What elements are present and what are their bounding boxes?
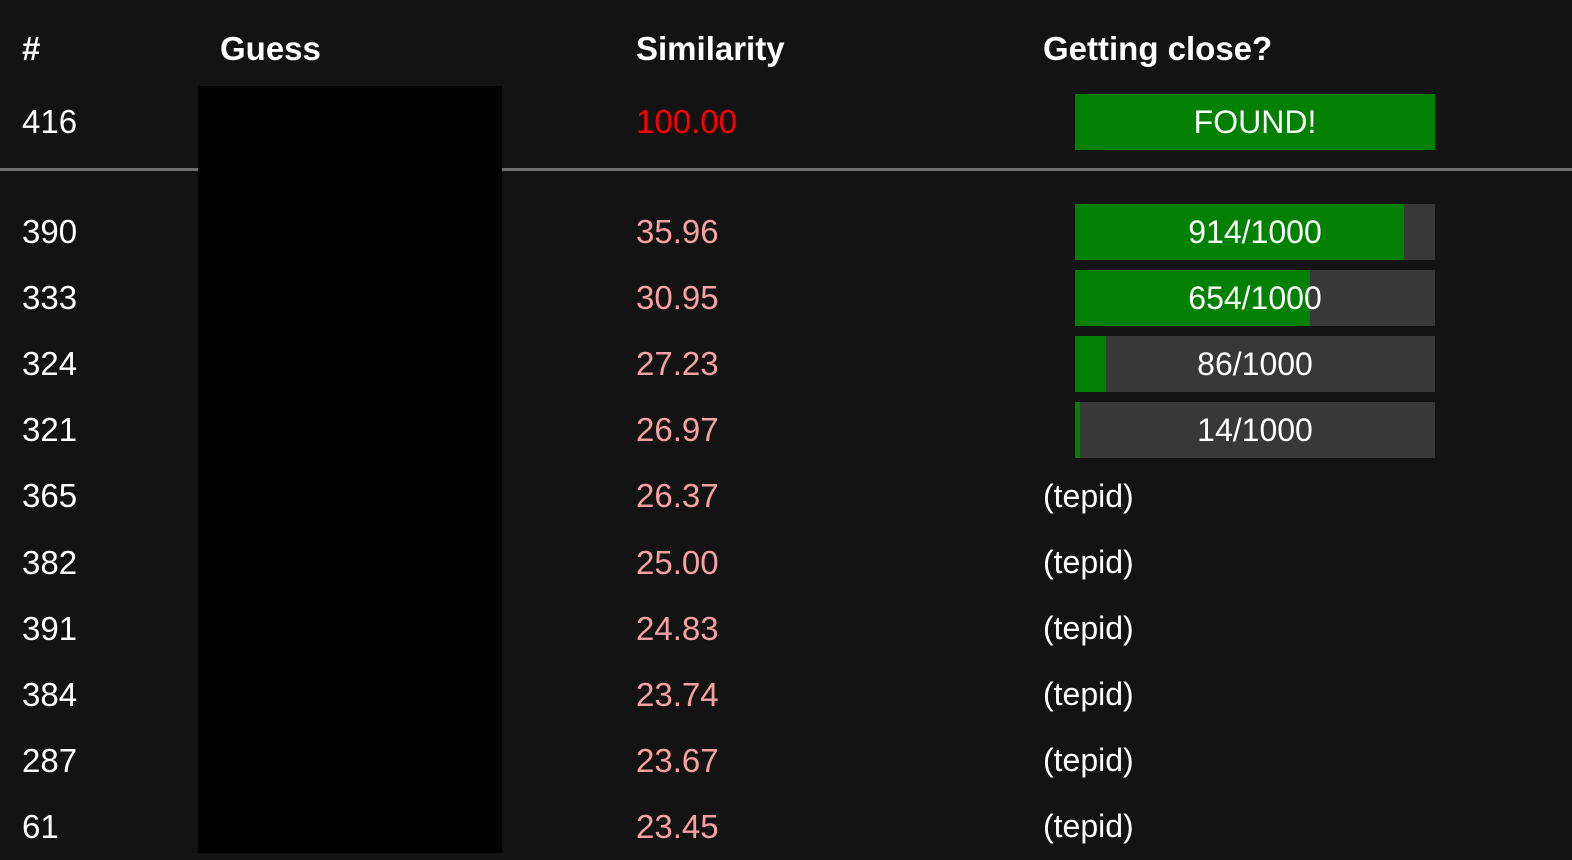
similarity-value: 26.37 — [636, 477, 719, 515]
column-header-similarity: Similarity — [636, 30, 785, 67]
table-row: 384 23.74 (tepid) — [0, 662, 1572, 728]
similarity-value: 100.00 — [636, 103, 737, 140]
closeness-text: (tepid) — [1043, 544, 1134, 581]
similarity-value: 23.74 — [636, 675, 719, 713]
found-row: 416 100.00 FOUND! — [0, 76, 1572, 171]
column-header-guess: Guess — [220, 30, 321, 67]
closeness-progress-bar: 14/1000 — [1075, 402, 1435, 459]
rank-value: 321 — [22, 411, 78, 449]
rank-value: 391 — [22, 609, 78, 647]
table-row: 324 27.23 86/1000 — [0, 331, 1572, 397]
closeness-text: (tepid) — [1043, 676, 1134, 713]
table-row: 333 30.95 654/1000 — [0, 265, 1572, 331]
guess-rows: 390 35.96 914/1000 333 30.95 654/1000 — [0, 171, 1572, 860]
column-header-getting-close: Getting close? — [1043, 30, 1273, 67]
closeness-text: (tepid) — [1043, 742, 1134, 779]
closeness-text: (tepid) — [1043, 477, 1134, 514]
closeness-progress-fill — [1075, 402, 1081, 459]
closeness-progress-fill — [1075, 204, 1405, 261]
similarity-value: 23.45 — [636, 807, 719, 845]
rank-value: 287 — [22, 741, 78, 779]
column-header-rank: # — [22, 30, 41, 67]
closeness-progress-label: 914/1000 — [1188, 213, 1322, 250]
rank-value: 382 — [22, 543, 78, 581]
closeness-progress-label: 86/1000 — [1197, 345, 1313, 382]
similarity-value: 27.23 — [636, 345, 719, 383]
similarity-value: 35.96 — [636, 213, 719, 251]
table-row: 365 26.37 (tepid) — [0, 463, 1572, 529]
found-badge-label: FOUND! — [1193, 103, 1317, 140]
closeness-progress-fill — [1075, 270, 1311, 327]
rank-value: 416 — [22, 103, 78, 140]
table-row: 287 23.67 (tepid) — [0, 728, 1572, 794]
closeness-progress-label: 654/1000 — [1188, 279, 1322, 316]
rank-value: 333 — [22, 279, 78, 317]
closeness-text: (tepid) — [1043, 808, 1134, 845]
table-row: 391 24.83 (tepid) — [0, 596, 1572, 662]
rank-value: 365 — [22, 477, 78, 515]
closeness-progress-label: 14/1000 — [1197, 411, 1313, 448]
table-row: 61 23.45 (tepid) — [0, 794, 1572, 860]
closeness-progress-fill — [1075, 336, 1106, 393]
similarity-value: 25.00 — [636, 543, 719, 581]
table-row: 321 26.97 14/1000 — [0, 397, 1572, 463]
similarity-value: 26.97 — [636, 411, 719, 449]
rank-value: 61 — [22, 807, 59, 845]
redaction-box — [198, 86, 502, 853]
found-badge: FOUND! — [1075, 94, 1435, 150]
similarity-value: 23.67 — [636, 741, 719, 779]
closeness-text: (tepid) — [1043, 610, 1134, 647]
similarity-value: 24.83 — [636, 609, 719, 647]
rank-value: 324 — [22, 345, 78, 383]
table-row: 382 25.00 (tepid) — [0, 529, 1572, 595]
similarity-value: 30.95 — [636, 279, 719, 317]
table-row: 390 35.96 914/1000 — [0, 199, 1572, 265]
table-header-row: # Guess Similarity Getting close? — [0, 0, 1572, 76]
closeness-progress-bar: 86/1000 — [1075, 336, 1435, 393]
closeness-progress-bar: 654/1000 — [1075, 270, 1435, 327]
rank-value: 384 — [22, 675, 78, 713]
rank-value: 390 — [22, 213, 78, 251]
closeness-progress-bar: 914/1000 — [1075, 204, 1435, 261]
